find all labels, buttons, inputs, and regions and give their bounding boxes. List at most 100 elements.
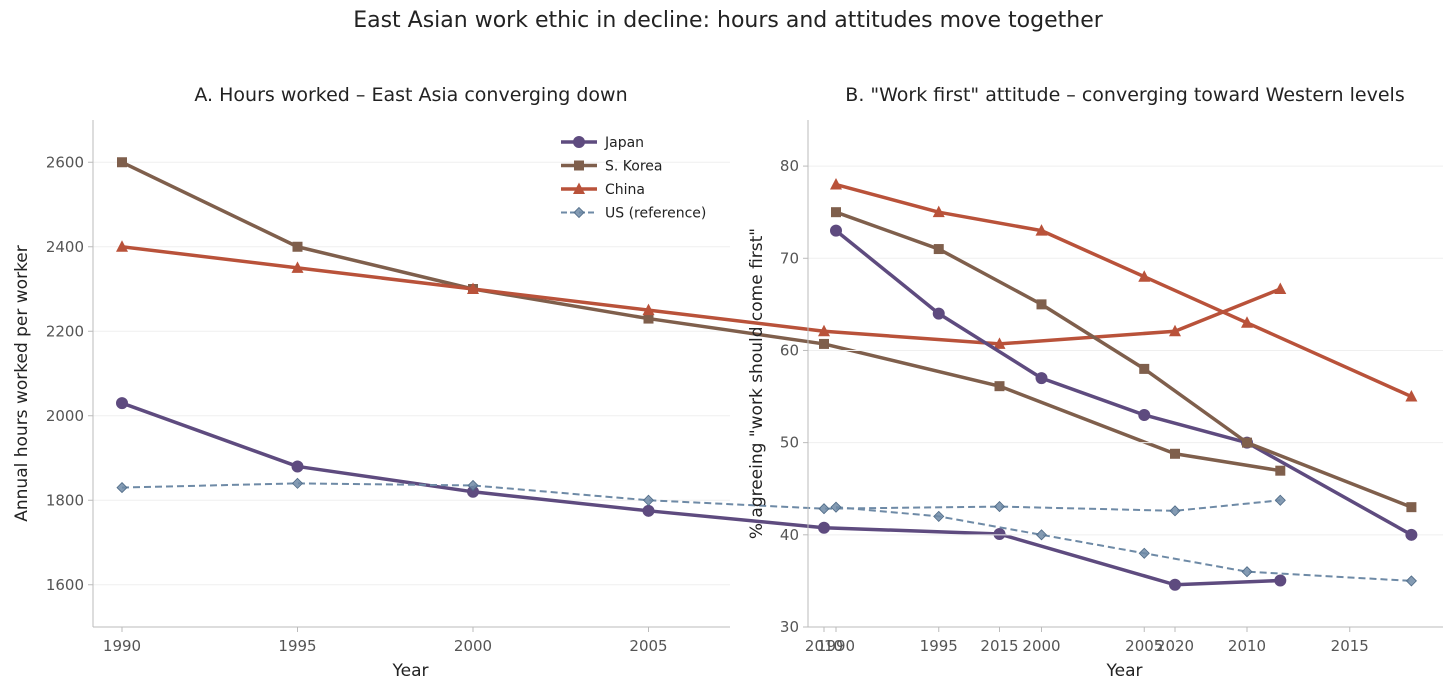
y-axis-label: Annual hours worked per worker [12,245,32,522]
data-point-korea [831,207,841,218]
data-point-china [993,337,1006,349]
data-point-china [830,178,842,190]
data-point-japan [1405,528,1418,541]
legend-marker-korea [574,160,584,171]
panel-b: 30 40 50 60 70 80 1990 1995 2000 2005 2010 2015 B. "… [747,84,1443,681]
x-tick-label: 2010 [1228,637,1266,655]
data-point-japan [1035,372,1048,385]
data-point-japan [642,504,655,517]
data-point-china [116,240,128,252]
data-point-korea [1036,299,1047,310]
data-point-us [818,503,830,515]
data-point-us [1138,547,1150,559]
legend-marker-us [573,206,585,219]
series-line-korea [835,210,1413,509]
figure-title: East Asian work ethic in decline: hours … [353,8,1103,33]
y-tick-label: 40 [780,526,799,544]
y-tick-label: 2600 [46,153,84,171]
y-tick-label: 30 [780,618,799,636]
data-point-us [291,477,304,489]
series-line-china [835,182,1413,399]
data-point-japan [1138,408,1151,421]
x-tick-label: 1995 [920,637,958,655]
legend-marker-japan [573,136,585,148]
data-point-china [818,324,830,337]
panel-a: 1600 1800 2000 2200 2400 2600 1990 1995 2000 2005… [12,84,1287,681]
legend: Japan S. Korea China US (reference) [561,135,706,222]
data-point-japan [1274,574,1287,587]
series-line-us [835,506,1412,582]
x-tick-label: 2000 [454,637,492,655]
series-line-us [121,482,1281,512]
x-tick-label: 1990 [103,637,141,655]
x-axis-label: Year [1106,661,1143,681]
x-tick-label: 2015 [980,637,1018,655]
x-tick-label: 2020 [1156,637,1194,655]
data-point-korea [933,244,944,255]
data-point-us [1405,575,1417,587]
legend-label-us: US (reference) [605,206,706,222]
data-point-japan [932,307,945,320]
y-tick-label: 2000 [46,407,84,425]
x-tick-label: 1990 [817,637,855,655]
legend-marker-china [573,182,585,194]
data-point-china [1274,282,1287,294]
series-line-japan [121,401,1281,587]
data-point-korea [994,381,1005,392]
data-point-korea [643,313,654,324]
y-tick-label: 1600 [46,576,84,594]
data-point-japan [830,224,842,237]
data-point-us [1035,529,1048,541]
data-point-us [642,494,655,506]
data-point-china [467,282,479,294]
data-point-us [467,479,479,492]
data-point-us [1241,566,1253,578]
x-tick-label: 2005 [1125,637,1163,655]
data-point-korea [1275,465,1286,476]
series-line-japan [834,229,1413,537]
panel-title: A. Hours worked – East Asia converging d… [194,84,627,106]
y-tick-label: 2400 [46,238,84,256]
y-tick-label: 1800 [46,491,84,509]
series-line-china [121,245,1281,346]
data-point-us [830,501,842,513]
x-tick-label: 2000 [1022,637,1060,655]
data-point-korea [292,241,303,252]
x-tick-label: 2010 [805,637,843,655]
y-tick-label: 70 [780,249,799,267]
legend-label-korea: S. Korea [605,159,662,175]
y-tick-label: 80 [780,157,799,175]
legend-label-japan: Japan [604,135,644,151]
data-point-china [1035,224,1048,236]
data-point-korea [1170,448,1180,459]
panel-title: B. "Work first" attitude – converging to… [845,84,1404,106]
x-axis-label: Year [392,661,429,681]
data-point-china [1405,390,1418,402]
x-tick-label: 2015 [1331,637,1369,655]
data-point-korea [819,338,829,349]
data-point-us [993,501,1006,513]
data-point-china [642,303,655,316]
data-point-us [1169,505,1181,517]
data-point-us [933,510,945,522]
data-point-japan [818,521,830,534]
y-tick-label: 2200 [46,322,84,340]
data-point-us [1274,494,1286,506]
data-point-china [291,261,304,273]
data-point-korea [1242,437,1252,448]
data-point-china [1241,316,1253,328]
data-point-japan [993,528,1006,541]
x-tick-label: 2005 [629,637,667,655]
data-point-china [1169,324,1181,337]
x-tick-label: 1995 [278,637,316,655]
data-point-us [116,482,128,494]
data-point-korea [1406,502,1417,513]
data-point-japan [291,460,304,473]
y-tick-label: 60 [780,341,799,359]
y-tick-label: 50 [780,434,799,452]
data-point-korea [117,157,127,168]
y-axis-label: % agreeing "work should come first" [747,228,767,539]
data-point-japan [1169,578,1181,591]
data-point-china [1138,270,1151,282]
